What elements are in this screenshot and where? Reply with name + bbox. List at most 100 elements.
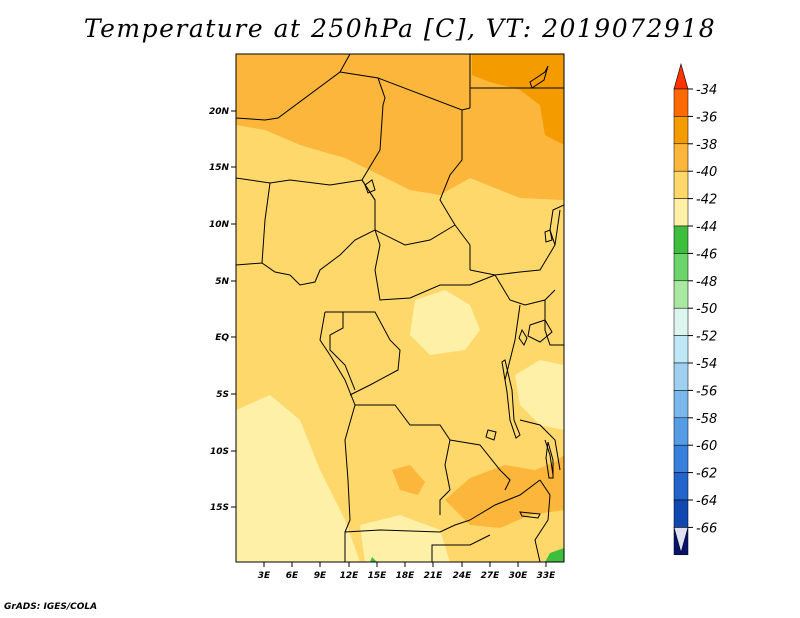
lat-label-20n: 20N — [209, 107, 230, 117]
colorbar-swatch — [673, 444, 689, 473]
boundary-zimbabwe-mozambique — [534, 479, 551, 562]
colorbar-swatch — [673, 335, 689, 364]
lat-label-10s: 10S — [210, 447, 229, 457]
colorbar-top-arrow — [673, 62, 689, 90]
boundary-angola-zambia — [439, 489, 451, 515]
colorbar-label: -44 — [696, 220, 717, 235]
boundary-nigeria-cameroon — [289, 179, 376, 286]
longitude-axis: 3E 6E 9E 12E 15E 18E 21E 24E 27E 30E 33E — [258, 562, 556, 581]
boundary-niger-libya — [339, 71, 386, 106]
colorbar-swatch — [673, 472, 689, 501]
colorbar-label: -52 — [696, 330, 717, 345]
grads-credit: GrADS: IGES/COLA — [4, 602, 98, 612]
map-title: Temperature at 250hPa [C], VT: 201907291… — [83, 14, 717, 43]
latitude-axis: 20N 15N 10N 5N EQ 5S 10S 15S — [209, 107, 236, 513]
colorbar-label: -66 — [696, 521, 717, 536]
boundary-uganda-kenya — [544, 300, 564, 346]
lon-label-24e: 24E — [453, 571, 473, 581]
colorbar-swatch — [673, 116, 689, 145]
field-patch-central — [410, 290, 480, 355]
colorbar-label: -56 — [696, 384, 717, 399]
boundary-drc-angola — [355, 404, 451, 491]
map-frame — [235, 53, 565, 563]
colorbar-label: -42 — [696, 193, 717, 208]
boundary-tanzania — [519, 419, 561, 471]
colorbar-label: -64 — [696, 494, 717, 509]
boundary-cameroon-car — [374, 229, 381, 271]
boundary-car-south — [374, 269, 496, 301]
colorbar-swatch — [673, 253, 689, 282]
lake-mweru — [485, 429, 497, 441]
colorbar-swatch — [673, 143, 689, 172]
lon-label-18e: 18E — [396, 571, 416, 581]
lon-label-12e: 12E — [340, 571, 360, 581]
lake-nasser — [529, 65, 549, 89]
colorbar-swatch — [673, 307, 689, 336]
boundary-angola-namibia — [344, 519, 471, 533]
field-patch-east — [515, 360, 564, 430]
colorbar-swatch — [673, 88, 689, 117]
temperature-field — [236, 54, 564, 562]
lake-albert — [518, 328, 528, 347]
boundary-niger-nigeria — [236, 177, 363, 186]
colorbar-swatch — [673, 362, 689, 391]
colorbar-swatch — [673, 170, 689, 199]
colorbar-swatch — [673, 417, 689, 446]
boundary-drc-zambia — [449, 439, 511, 491]
lake-malawi — [545, 441, 554, 479]
lat-label-5s: 5S — [216, 390, 229, 400]
lon-label-15e: 15E — [368, 571, 388, 581]
lon-label-27e: 27E — [481, 571, 501, 581]
boundary-chad-sudan — [439, 110, 471, 270]
field-patch-south-center — [360, 515, 450, 562]
field-band-southwest — [236, 395, 360, 562]
lon-label-33e: 33E — [537, 571, 557, 581]
lake-tana — [544, 229, 553, 243]
lon-label-30e: 30E — [509, 571, 529, 581]
lat-label-eq: EQ — [215, 333, 229, 343]
boundary-namibia-botswana — [431, 534, 491, 562]
boundary-malawi — [544, 439, 554, 476]
country-boundaries — [236, 54, 564, 562]
field-patch-south — [392, 465, 425, 495]
colorbar-label: -58 — [696, 412, 717, 427]
colorbar-label: -36 — [696, 110, 717, 125]
colorbar-label: -38 — [696, 138, 717, 153]
lat-label-5n: 5N — [215, 277, 229, 287]
lakes — [364, 65, 554, 519]
colorbar-label: -60 — [696, 439, 717, 454]
boundary-coast-gulf — [319, 311, 356, 562]
colorbar-bottom-arrow — [673, 527, 689, 554]
boundary-congo-drc — [349, 324, 401, 396]
lon-label-6e: 6E — [286, 571, 299, 581]
colorbar-swatch — [673, 225, 689, 254]
boundary-benin-nigeria — [261, 182, 271, 264]
lake-tanganyika — [501, 359, 521, 439]
field-patch-green-se — [545, 548, 564, 562]
boundary-south-sudan-drc — [494, 274, 556, 306]
field-patch-green-s — [370, 557, 377, 562]
boundary-zambia-zimbabwe — [469, 479, 541, 521]
colorbar-label: -46 — [696, 247, 717, 262]
boundary-algeria-niger — [236, 54, 351, 121]
boundary-sudan-south-sudan — [469, 209, 561, 276]
lake-kariba — [519, 511, 541, 519]
lat-label-15s: 15S — [210, 503, 229, 513]
lake-chad — [364, 179, 376, 194]
colorbar: -34 -36 -38 -40 -42 -44 -46 -48 -50 -52 -54 -56 -58 -… — [673, 62, 717, 556]
boundary-chad-car — [374, 224, 456, 246]
colorbar-label: -48 — [696, 275, 717, 290]
colorbar-label: -50 — [696, 302, 717, 317]
colorbar-label: -34 — [696, 83, 717, 98]
lat-label-10n: 10N — [209, 220, 230, 230]
lon-label-3e: 3E — [258, 571, 271, 581]
boundary-gabon — [329, 311, 356, 391]
boundary-ethiopia — [549, 204, 564, 246]
field-band-north — [236, 54, 564, 200]
field-band-northeast — [472, 54, 564, 145]
colorbar-label: -62 — [696, 467, 717, 482]
colorbar-swatch — [673, 198, 689, 227]
lon-label-21e: 21E — [424, 571, 444, 581]
